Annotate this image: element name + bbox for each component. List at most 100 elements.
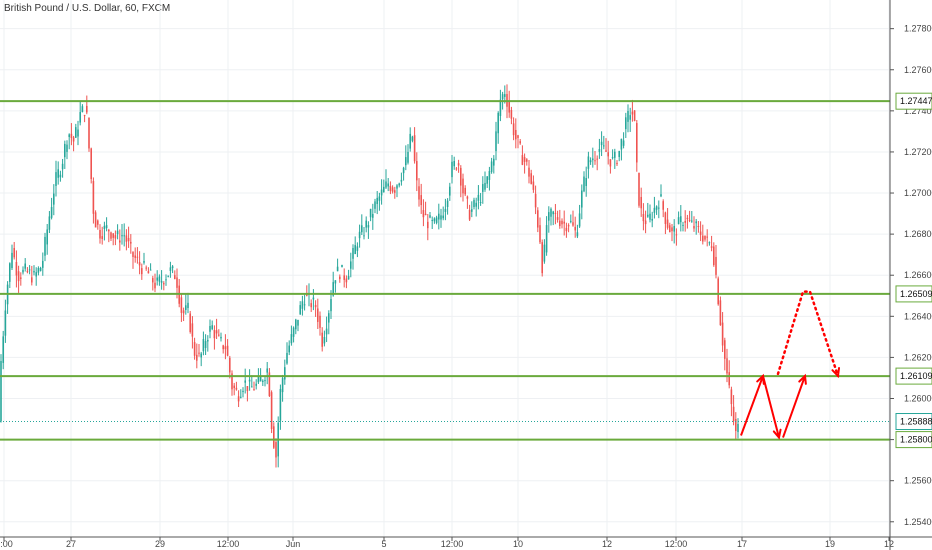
candle-body	[532, 181, 535, 190]
candle-body	[550, 208, 552, 217]
candle-body	[191, 323, 194, 337]
candle-body	[662, 201, 664, 210]
candle-body	[616, 162, 618, 165]
candle-body	[699, 231, 702, 235]
candle-body	[97, 220, 99, 225]
candle-body	[409, 133, 411, 149]
candle-body	[200, 353, 202, 358]
candle-body	[143, 260, 145, 263]
candle-body	[13, 248, 15, 258]
y-tick-label: 1.27200	[904, 147, 932, 157]
candle-body	[686, 217, 689, 220]
candle-body	[541, 242, 543, 274]
support-resistance-lines	[0, 100, 890, 441]
candle-body	[651, 218, 653, 221]
candle-body	[523, 157, 526, 162]
candle-body	[383, 186, 385, 193]
candle-body	[385, 181, 387, 188]
candle-body	[572, 222, 574, 226]
candle-body	[44, 236, 46, 256]
candle-body	[169, 267, 172, 271]
candle-body	[257, 375, 260, 383]
candle-body	[589, 160, 592, 163]
candle-body	[46, 229, 48, 245]
candle-body	[158, 276, 161, 282]
candle-body	[341, 264, 343, 268]
candle-body	[638, 172, 640, 206]
candle-body	[728, 372, 730, 386]
candle-body	[521, 155, 524, 165]
candle-body	[50, 207, 53, 218]
candle-body	[416, 161, 418, 181]
projection-arrow	[782, 375, 806, 438]
candle-body	[332, 282, 334, 296]
candle-body	[165, 279, 167, 281]
candle-body	[77, 129, 79, 137]
candle-body	[444, 208, 447, 212]
candle-body	[622, 140, 625, 146]
candle-body	[484, 182, 486, 190]
candle-body	[464, 187, 466, 195]
candle-body	[176, 277, 178, 288]
candle-body	[330, 299, 332, 312]
candle-body	[433, 218, 436, 222]
candle-body	[246, 386, 249, 392]
candle-body	[180, 297, 183, 313]
candle-body	[306, 294, 308, 296]
candle-body	[372, 214, 374, 218]
candle-body	[479, 202, 482, 204]
candle-body	[220, 336, 222, 339]
candle-body	[248, 379, 251, 382]
candle-body	[512, 123, 515, 136]
candle-body	[431, 219, 433, 221]
candle-body	[482, 184, 484, 192]
candle-body	[0, 360, 2, 422]
candle-body	[240, 396, 242, 398]
candle-body	[233, 385, 235, 389]
candle-body	[473, 199, 475, 208]
candle-body	[301, 301, 304, 309]
current-price-tag	[895, 413, 932, 431]
candle-body	[543, 244, 546, 262]
candle-body	[68, 134, 70, 138]
candle-body	[413, 135, 416, 162]
candle-body	[702, 235, 704, 242]
projection-dotted-path	[776, 290, 840, 378]
candle-body	[402, 167, 405, 174]
candle-body	[420, 195, 422, 206]
candle-body	[673, 226, 675, 232]
candle-body	[407, 151, 409, 163]
candle-body	[565, 227, 568, 232]
candles	[0, 84, 739, 468]
candle-body	[688, 219, 691, 221]
candle-body	[466, 196, 469, 199]
candle-body	[677, 217, 680, 225]
candle-body	[726, 358, 728, 374]
candle-body	[284, 367, 286, 380]
candle-body	[614, 151, 616, 158]
candle-body	[231, 373, 233, 390]
x-tick-label: 29	[155, 539, 165, 549]
candle-body	[693, 226, 695, 229]
candle-body	[559, 220, 561, 227]
candle-body	[242, 390, 244, 393]
candle-body	[57, 169, 59, 178]
candle-body	[279, 388, 282, 421]
candle-body	[273, 426, 275, 448]
candle-body	[20, 277, 22, 279]
candle-body	[691, 220, 693, 222]
candle-body	[713, 246, 715, 266]
candle-body	[594, 160, 596, 162]
candle-body	[605, 150, 607, 152]
candle-body	[633, 110, 636, 121]
candle-body	[400, 179, 403, 182]
candle-body	[103, 225, 106, 229]
candle-body	[708, 242, 711, 244]
candle-body	[88, 117, 90, 149]
candle-body	[666, 219, 669, 228]
candle-body	[504, 94, 506, 97]
level-price-tag	[895, 92, 932, 110]
projection-arrow	[762, 375, 780, 438]
x-tick-label: 19	[825, 539, 835, 549]
